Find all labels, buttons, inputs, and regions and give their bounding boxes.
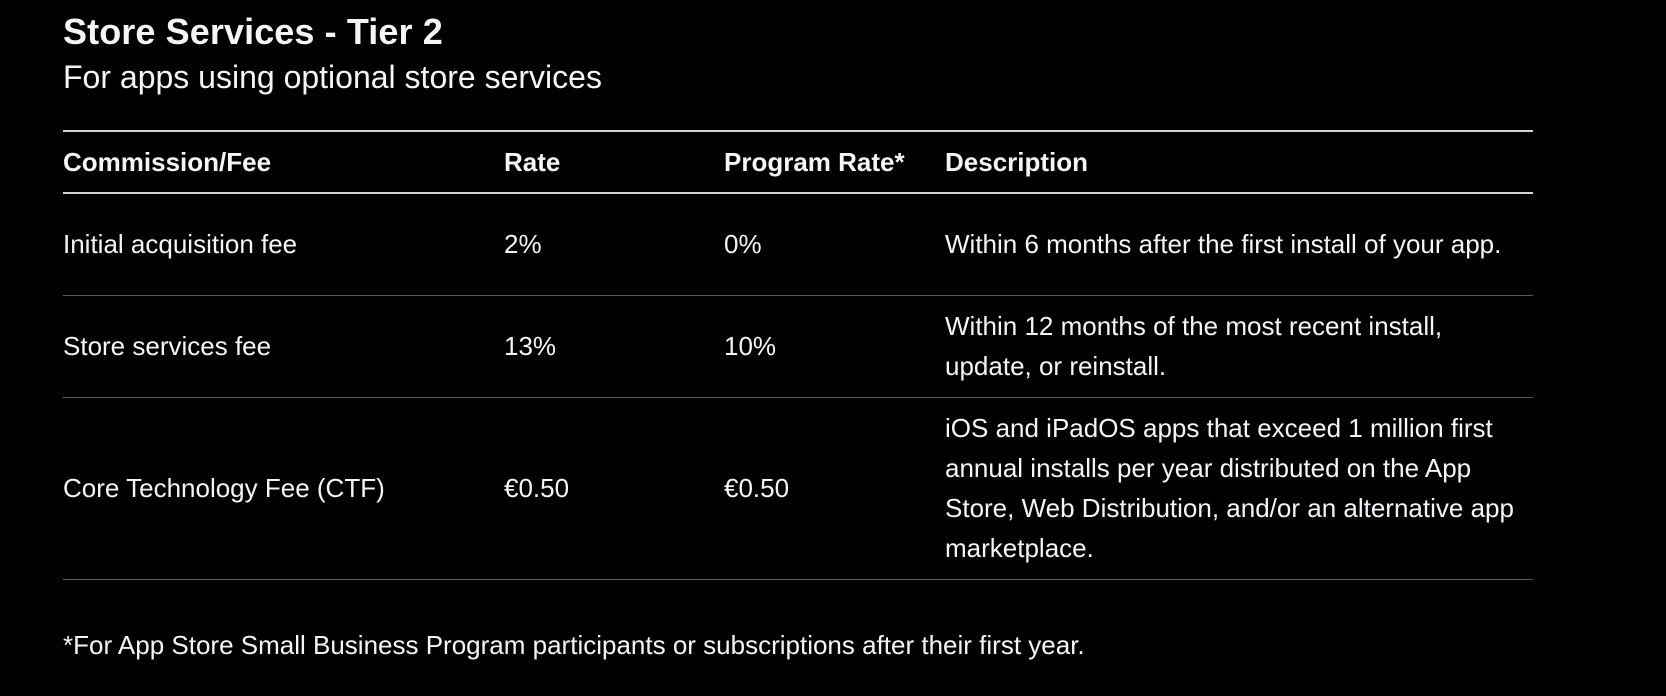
fee-name-cell: Initial acquisition fee [63,229,298,260]
program-rate-cell: 0% [724,229,762,260]
fees-table: Commission/Fee Rate Program Rate* Descri… [63,130,1533,580]
rate-cell: 13% [504,331,557,361]
column-header-description: Description [945,146,1089,177]
page-title: Store Services - Tier 2 [63,11,443,52]
column-header-program-rate: Program Rate* [724,146,905,177]
rate-cell: 2% [504,229,542,260]
fee-name-cell: Core Technology Fee (CTF) [63,473,385,503]
table-row: Initial acquisition fee 2% 0% Within 6 m… [63,193,1533,295]
table-row: Store services fee 13% 10% Within 12 mon… [63,295,1533,397]
table-header-row: Commission/Fee Rate Program Rate* Descri… [63,131,1533,193]
footnote: *For App Store Small Business Program pa… [63,630,1085,660]
table-row: Core Technology Fee (CTF) €0.50 €0.50 iO… [63,397,1533,579]
description-cell: Within 12 months of the most recent inst… [945,311,1443,381]
program-rate-cell: €0.50 [724,473,790,503]
rate-cell: €0.50 [504,473,570,503]
program-rate-cell: 10% [724,331,777,361]
column-header-commission-fee: Commission/Fee [63,146,272,177]
fee-name-cell: Store services fee [63,331,272,361]
table-header: Commission/Fee Rate Program Rate* Descri… [63,131,1533,193]
column-header-rate: Rate [504,146,561,177]
description-cell: Within 6 months after the first install … [945,229,1502,260]
table-body: Initial acquisition fee 2% 0% Within 6 m… [63,193,1533,579]
description-cell: iOS and iPadOS apps that exceed 1 millio… [945,413,1514,563]
page-subtitle: For apps using optional store services [63,59,602,95]
store-services-section: Store Services - Tier 2 For apps using o… [63,10,1533,580]
